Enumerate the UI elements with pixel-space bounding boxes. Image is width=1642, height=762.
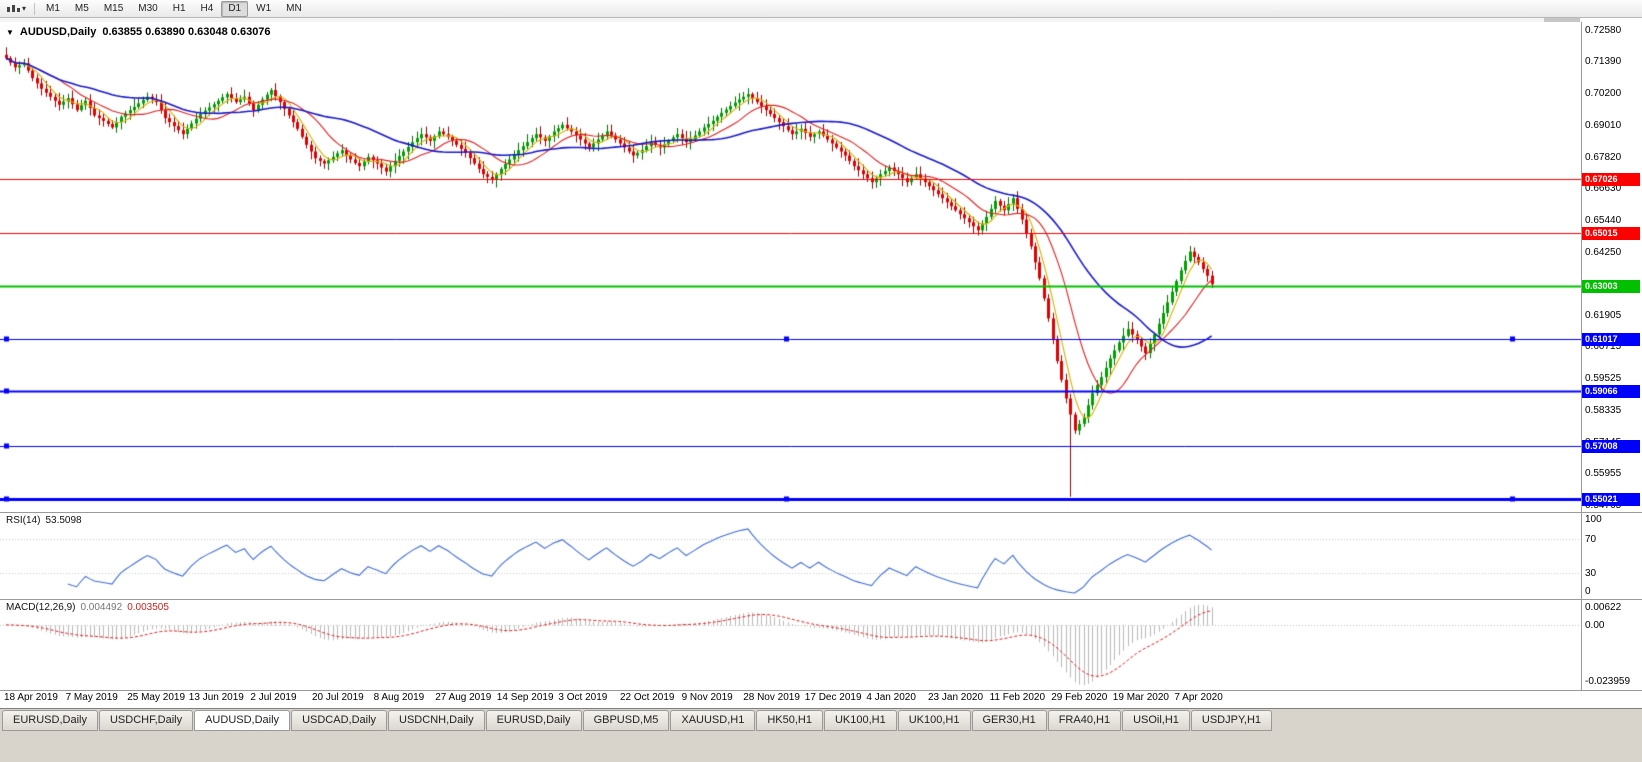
chart-tab-gbpusd-m5[interactable]: GBPUSD,M5 [582,710,670,731]
price-axis-label: 0.59525 [1585,373,1622,385]
chart-tab-bar: EURUSD,Daily USDCHF,Daily AUDUSD,Daily USDC… [0,708,1642,762]
chart-title: ▼ AUDUSD,Daily 0.63855 0.63890 0.63048 0… [6,26,271,38]
timeframe-button-d1[interactable]: D1 [221,0,249,17]
macd-axis-label: 0.00 [1585,619,1605,631]
rsi-name: RSI(14) [6,515,41,526]
chart-tab-ger30-h1[interactable]: GER30,H1 [971,710,1047,731]
chart-tab-uk100-h1[interactable]: UK100,H1 [823,710,897,731]
price-axis-label: 0.65440 [1585,215,1622,227]
date-axis-label: 3 Oct 2019 [558,692,608,703]
chart-symbol-label: AUDUSD,Daily [19,26,97,38]
macd-axis-label: 0.00622 [1585,602,1622,613]
price-axis-label: 0.70200 [1585,88,1622,100]
date-axis-label: 8 Aug 2019 [373,692,425,703]
date-axis-label: 9 Nov 2019 [681,692,733,703]
date-axis-label: 7 Apr 2020 [1174,692,1223,703]
chart-tab-usdchf-daily[interactable]: USDCHF,Daily [98,710,194,731]
chart-tab-xauusd-h1[interactable]: XAUUSD,H1 [670,710,756,731]
chart-bottom-border [0,690,1642,691]
chart-tab-fra40-h1[interactable]: FRA40,H1 [1047,710,1122,731]
price-axis-label: 0.69010 [1585,119,1622,131]
date-axis-label: 17 Dec 2019 [804,692,862,703]
date-axis-label: 20 Jul 2019 [312,692,364,703]
macd-panel-canvas[interactable] [0,600,1581,690]
date-axis-label: 28 Nov 2019 [743,692,800,703]
chart-h-scrollbar[interactable] [0,18,1581,22]
macd-indicator-label: MACD(12,26,9) 0.004492 0.003505 [6,602,169,613]
price-axis-border [1581,22,1582,690]
timeframe-button-h4[interactable]: H4 [200,2,214,14]
chart-tab-audusd-daily[interactable]: AUDUSD,Daily [194,710,291,731]
date-axis-label: 13 Jun 2019 [188,692,244,703]
timeframe-button-m30[interactable]: M30 [138,2,158,14]
rsi-indicator-label: RSI(14) 53.5098 [6,515,82,526]
price-axis-label: 0.71390 [1585,56,1622,68]
timeframe-button-m15[interactable]: M15 [103,2,124,14]
hline-price-tag: 0.59066 [1582,385,1640,399]
chart-ohlc-values: 0.63855 0.63890 0.63048 0.63076 [102,26,271,38]
date-axis-label: 18 Apr 2019 [4,692,58,703]
macd-name: MACD(12,26,9) [6,602,76,613]
hline-price-tag: 0.57008 [1582,440,1640,454]
chevron-down-icon: ▾ [22,4,27,13]
price-axis-label: 0.67820 [1585,151,1622,163]
symbol-dropdown-icon[interactable]: ▼ [6,27,14,37]
scrollbar-thumb[interactable] [1544,18,1580,22]
hline-price-tag: 0.67026 [1582,172,1640,186]
rsi-axis-label: 30 [1585,568,1597,580]
rsi-value: 53.5098 [45,515,82,526]
hline-price-tag: 0.65015 [1582,226,1640,240]
date-axis-label: 23 Jan 2020 [928,692,984,703]
macd-signal-value: 0.003505 [127,602,169,613]
panel-separator[interactable] [0,512,1642,513]
price-axis-label: 0.64250 [1585,246,1622,258]
date-axis-label: 2 Jul 2019 [250,692,297,703]
timeframe-button-w1[interactable]: W1 [256,2,272,14]
timeframe-button-group: M1 M5 M15 M30 H1 H4 D1 W1 MN [39,0,309,17]
macd-main-value: 0.004492 [80,602,123,613]
price-axis-label: 0.66630 [1585,183,1622,195]
chart-tab-uk100-h1[interactable]: UK100,H1 [897,710,971,731]
date-axis-label: 14 Sep 2019 [496,692,554,703]
hline-price-tag: 0.63003 [1582,280,1640,294]
hline-price-tag: 0.55021 [1582,493,1640,507]
date-axis-label: 19 Mar 2020 [1112,692,1169,703]
date-axis-label: 4 Jan 2020 [866,692,916,703]
date-axis-label: 7 May 2019 [65,692,118,703]
macd-axis-label: -0.023959 [1585,676,1631,687]
chart-tab-hk50-h1[interactable]: HK50,H1 [756,710,823,731]
date-axis-label: 29 Feb 2020 [1051,692,1108,703]
timeframe-button-m5[interactable]: M5 [74,2,89,14]
hline-price-tag: 0.61017 [1582,333,1640,347]
chart-tab-usdcnh-daily[interactable]: USDCNH,Daily [388,710,485,731]
chart-tab-usdjpy-h1[interactable]: USDJPY,H1 [1190,710,1273,731]
chart-tab-eurusd-daily[interactable]: EURUSD,Daily [2,710,98,731]
panel-separator[interactable] [0,599,1642,600]
rsi-axis-label: 70 [1585,533,1597,545]
date-axis-label: 25 May 2019 [127,692,186,703]
date-axis-label: 22 Oct 2019 [620,692,675,703]
price-axis-label: 0.61905 [1585,309,1622,321]
toolbar-separator [34,2,36,15]
price-axis-label: 0.55955 [1585,468,1622,480]
price-axis-label: 0.58335 [1585,404,1622,416]
candlestick-chart-icon [7,4,20,12]
timeframe-button-mn[interactable]: MN [286,2,302,14]
price-axis-label: 0.60715 [1585,341,1622,353]
timeframe-button-h1[interactable]: H1 [172,2,186,14]
date-axis-label: 11 Feb 2020 [989,692,1046,703]
toolbar: ▾ M1 M5 M15 M30 H1 H4 D1 W1 MN [0,0,1642,18]
timeframe-button-m1[interactable]: M1 [46,2,60,14]
rsi-panel-canvas[interactable] [0,513,1581,599]
rsi-axis-label: 100 [1585,514,1602,525]
date-axis-label: 27 Aug 2019 [435,692,492,703]
rsi-axis-label: 0 [1585,586,1591,597]
chart-tab-eurusd-daily[interactable]: EURUSD,Daily [485,710,582,731]
chart-tab-usdcad-daily[interactable]: USDCAD,Daily [291,710,388,731]
chart-type-button[interactable]: ▾ [2,1,30,17]
chart-tab-usoil-h1[interactable]: USOil,H1 [1122,710,1190,731]
price-chart-canvas[interactable] [0,22,1581,512]
price-axis-label: 0.72580 [1585,24,1622,36]
